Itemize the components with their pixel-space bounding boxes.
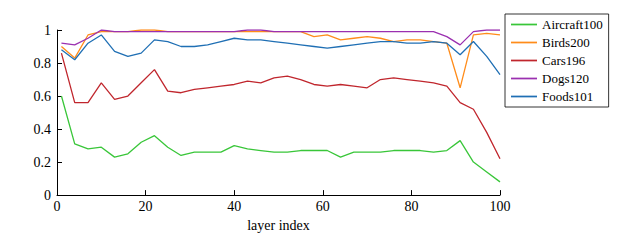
svg-text:Foods101: Foods101 [542,89,593,104]
svg-text:layer index: layer index [247,218,310,233]
svg-text:Cars196: Cars196 [542,53,586,68]
svg-text:40: 40 [227,199,241,214]
svg-text:0.6: 0.6 [34,89,52,104]
svg-text:80: 80 [404,199,418,214]
svg-text:0: 0 [44,188,51,203]
svg-text:0.4: 0.4 [34,122,52,137]
svg-text:0.8: 0.8 [34,56,52,71]
svg-text:Dogs120: Dogs120 [542,71,589,86]
svg-text:Aircraft100: Aircraft100 [542,17,603,32]
svg-text:0: 0 [54,199,61,214]
svg-text:1: 1 [44,23,51,38]
svg-text:60: 60 [316,199,330,214]
svg-text:Birds200: Birds200 [542,35,590,50]
svg-text:100: 100 [490,199,511,214]
svg-text:0.2: 0.2 [34,155,52,170]
svg-text:20: 20 [139,199,153,214]
